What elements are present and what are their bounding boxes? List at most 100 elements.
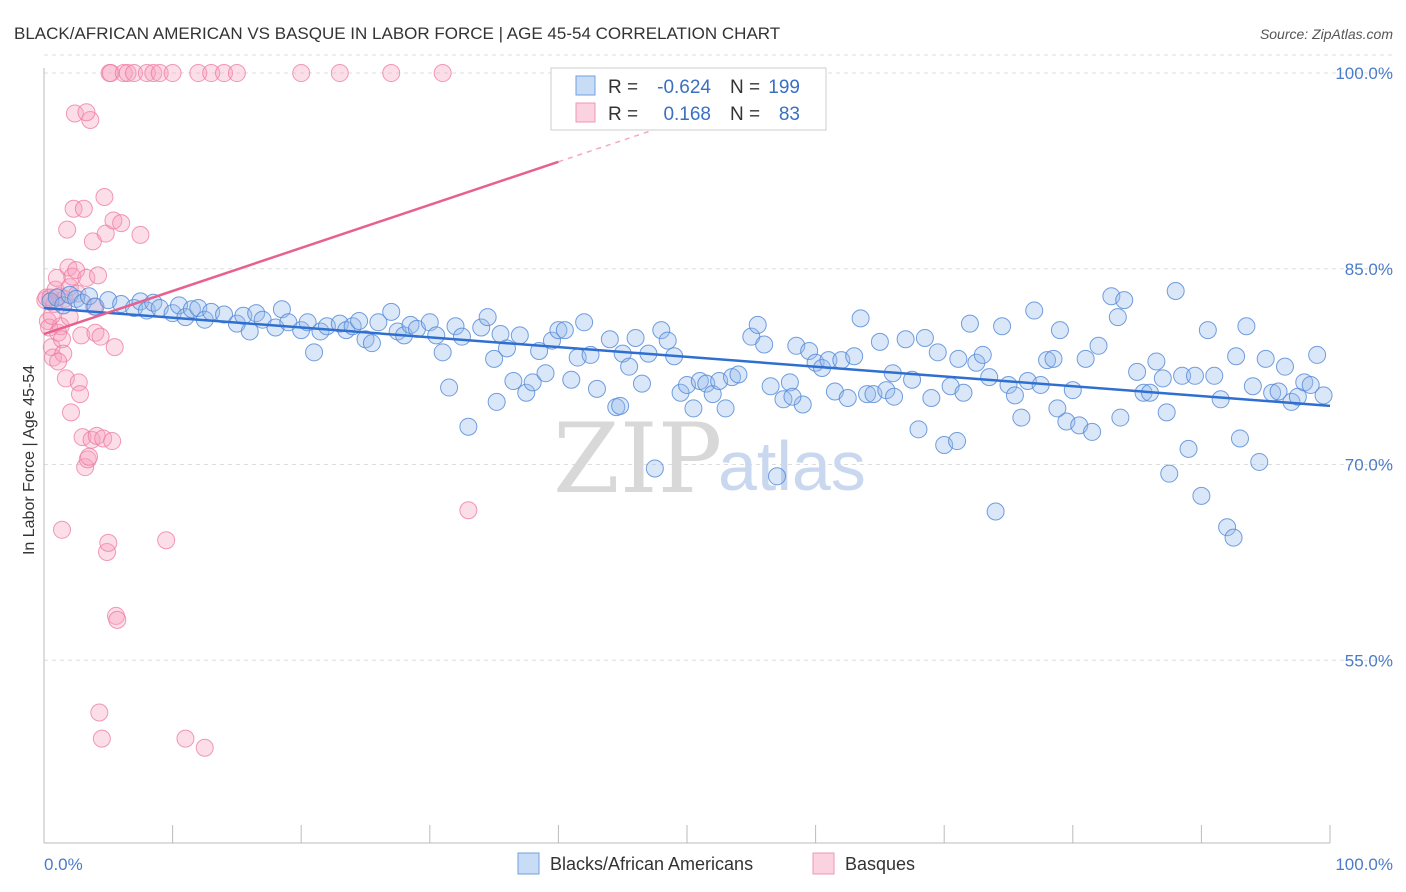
blacks-point-79 (632, 374, 651, 393)
x-tick-labels: 0.0% 100.0% (44, 855, 1393, 874)
series-legend-swatch-basques (812, 852, 835, 875)
blacks-point-56 (478, 308, 497, 327)
blacks-point-115 (870, 332, 889, 351)
legend-n-value-basques: 83 (779, 104, 800, 125)
blacks-point-53 (452, 327, 471, 346)
blacks-point-43 (382, 302, 401, 321)
basques-point-48 (98, 542, 117, 561)
basques-point-22 (64, 199, 83, 218)
legend-n-label-blacks: N = (730, 77, 760, 98)
blacks-point-170 (1243, 377, 1262, 396)
basques-points (36, 64, 478, 757)
blacks-point-165 (1211, 390, 1230, 409)
basques-point-78 (53, 520, 72, 539)
blacks-point-67 (549, 321, 568, 340)
basques-point-56 (108, 610, 127, 629)
blacks-point-78 (626, 328, 645, 347)
blacks-point-161 (1185, 366, 1204, 385)
basques-point-58 (114, 64, 133, 83)
trend-lines (43, 118, 1331, 408)
blacks-point-186 (949, 349, 968, 368)
blacks-point-120 (909, 420, 928, 439)
blacks-point-25 (240, 322, 259, 341)
basques-point-57 (112, 214, 131, 233)
watermark-atlas: atlas (718, 427, 866, 505)
basques-point-34 (80, 447, 99, 466)
blacks-point-73 (587, 379, 606, 398)
blacks-point-180 (1308, 345, 1327, 364)
basques-point-61 (131, 225, 150, 244)
basques-point-43 (91, 327, 110, 346)
basques-point-44 (92, 729, 111, 748)
blacks-point-6 (80, 287, 99, 306)
basques-point-30 (74, 199, 93, 218)
blacks-point-128 (960, 314, 979, 333)
legend-r-label-blacks: R = (608, 77, 638, 98)
blacks-point-121 (915, 328, 934, 347)
blacks-point-55 (472, 318, 491, 337)
blacks-point-98 (761, 377, 780, 396)
blacks-point-92 (716, 399, 735, 418)
blacks-point-135 (1005, 386, 1024, 405)
basques-point-81 (49, 352, 68, 371)
basques-point-69 (195, 738, 214, 757)
blacks-point-175 (1275, 357, 1294, 376)
blacks-point-183 (487, 392, 506, 411)
blacks-point-82 (652, 321, 671, 340)
blacks-point-140 (1038, 351, 1057, 370)
blacks-point-151 (1115, 291, 1134, 310)
blacks-point-190 (1111, 408, 1130, 427)
blacks-point-133 (993, 317, 1012, 336)
blacks-point-29 (272, 300, 291, 319)
series-legend: Blacks/African Americans Basques (517, 852, 915, 875)
basques-trend-line (43, 160, 559, 336)
blacks-point-155 (1147, 352, 1166, 371)
stats-legend: R = -0.624 N = 199 R = 0.168 N = 83 (550, 67, 827, 131)
blacks-point-147 (1083, 422, 1102, 441)
blacks-point-87 (684, 399, 703, 418)
blacks-point-57 (485, 349, 504, 368)
blacks-point-152 (1128, 362, 1147, 381)
blacks-point-156 (1153, 369, 1172, 388)
blacks-point-112 (851, 309, 870, 328)
y-tick-label-1: 70.0% (1345, 456, 1393, 475)
basques-point-59 (118, 64, 137, 83)
blacks-point-94 (729, 365, 748, 384)
watermark: ZIP atlas (553, 403, 866, 515)
basques-point-23 (65, 104, 84, 123)
blacks-point-169 (1237, 317, 1256, 336)
basques-point-28 (72, 326, 91, 345)
basques-point-52 (103, 432, 122, 451)
legend-swatch-basques (575, 102, 596, 123)
basques-point-9 (47, 268, 66, 287)
blacks-point-33 (305, 343, 324, 362)
blacks-point-101 (780, 373, 799, 392)
blacks-point-41 (362, 334, 381, 353)
legend-r-value-blacks: -0.624 (657, 77, 711, 98)
blacks-point-167 (1224, 528, 1243, 547)
blacks-point-116 (877, 381, 896, 400)
blacks-point-97 (755, 335, 774, 354)
blacks-point-50 (433, 343, 452, 362)
blacks-point-118 (896, 330, 915, 349)
blacks-point-81 (645, 459, 664, 478)
blacks-point-69 (562, 370, 581, 389)
basques-point-54 (105, 338, 124, 357)
watermark-zip: ZIP (553, 403, 722, 515)
basques-point-64 (150, 64, 169, 83)
blacks-point-63 (523, 373, 542, 392)
blacks-point-144 (1063, 381, 1082, 400)
blacks-point-113 (858, 385, 877, 404)
legend-n-label-basques: N = (730, 104, 760, 125)
basques-point-60 (125, 64, 144, 83)
blacks-point-188 (1157, 403, 1176, 422)
blacks-trend-line (43, 306, 1331, 408)
y-tick-label-2: 85.0% (1345, 260, 1393, 279)
blacks-point-71 (575, 313, 594, 332)
basques-point-71 (215, 64, 234, 83)
blacks-point-111 (845, 347, 864, 366)
blacks-point-96 (748, 315, 767, 334)
stats-legend-box (550, 67, 827, 131)
blacks-point-39 (350, 312, 369, 330)
